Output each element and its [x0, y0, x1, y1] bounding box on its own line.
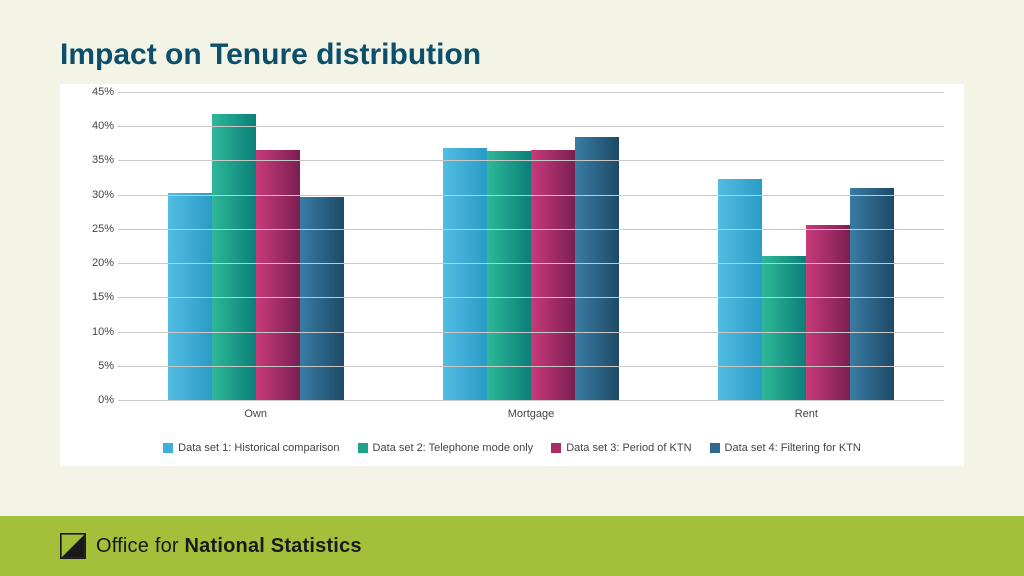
grid-line: [118, 126, 944, 127]
ons-logo-icon: [60, 533, 86, 559]
category-label: Own: [118, 408, 393, 420]
grid-line: [118, 366, 944, 367]
y-axis-label: 20%: [76, 257, 114, 269]
legend-item: Data set 3: Period of KTN: [551, 442, 691, 454]
bar: [718, 179, 762, 400]
grid-line: [118, 263, 944, 264]
y-axis-label: 25%: [76, 223, 114, 235]
legend-swatch: [163, 443, 173, 453]
bar: [575, 137, 619, 400]
page-title: Impact on Tenure distribution: [60, 38, 964, 72]
legend-label: Data set 3: Period of KTN: [566, 442, 691, 454]
bar: [212, 114, 256, 400]
category-label: Mortgage: [393, 408, 668, 420]
footer-bar: Office for National Statistics: [0, 516, 1024, 576]
y-axis-label: 15%: [76, 291, 114, 303]
bar: [443, 148, 487, 400]
grid-line: [118, 297, 944, 298]
grid-line: [118, 195, 944, 196]
legend-item: Data set 2: Telephone mode only: [358, 442, 534, 454]
grid-line: [118, 92, 944, 93]
bar: [487, 151, 531, 400]
legend-item: Data set 4: Filtering for KTN: [710, 442, 861, 454]
y-axis-label: 40%: [76, 120, 114, 132]
bar: [850, 188, 894, 400]
bar-groups: OwnMortgageRent: [118, 92, 944, 400]
grid-line: [118, 229, 944, 230]
bar-group: Rent: [669, 92, 944, 400]
grid-line: [118, 400, 944, 401]
chart-area: OwnMortgageRent 0% 5% 10% 15% 20% 25% 30% 35% 40…: [70, 92, 954, 432]
y-axis-label: 30%: [76, 189, 114, 201]
y-axis-label: 0%: [76, 394, 114, 406]
legend-swatch: [710, 443, 720, 453]
grid-line: [118, 160, 944, 161]
legend-swatch: [358, 443, 368, 453]
category-label: Rent: [669, 408, 944, 420]
chart-panel: OwnMortgageRent 0% 5% 10% 15% 20% 25% 30% 35% 40…: [60, 84, 964, 466]
bar-group: Mortgage: [393, 92, 668, 400]
header: Impact on Tenure distribution: [0, 0, 1024, 84]
ons-logo-text: Office for National Statistics: [96, 535, 362, 558]
legend-item: Data set 1: Historical comparison: [163, 442, 339, 454]
legend: Data set 1: Historical comparison Data se…: [70, 432, 954, 460]
bar: [300, 197, 344, 400]
legend-label: Data set 4: Filtering for KTN: [725, 442, 861, 454]
legend-label: Data set 1: Historical comparison: [178, 442, 339, 454]
y-axis-label: 10%: [76, 326, 114, 338]
y-axis-label: 35%: [76, 154, 114, 166]
legend-swatch: [551, 443, 561, 453]
plot-region: OwnMortgageRent 0%5%10%15%20%25%30%35%40…: [118, 92, 944, 400]
grid-line: [118, 332, 944, 333]
bar-group: Own: [118, 92, 393, 400]
ons-logo: Office for National Statistics: [60, 533, 362, 559]
bar: [806, 225, 850, 400]
logo-text-bold: National Statistics: [185, 535, 362, 557]
bar: [256, 150, 300, 401]
bar: [762, 256, 806, 400]
bar: [531, 150, 575, 401]
legend-label: Data set 2: Telephone mode only: [373, 442, 534, 454]
y-axis-label: 5%: [76, 360, 114, 372]
y-axis-label: 45%: [76, 86, 114, 98]
logo-text-light: Office for: [96, 535, 185, 557]
